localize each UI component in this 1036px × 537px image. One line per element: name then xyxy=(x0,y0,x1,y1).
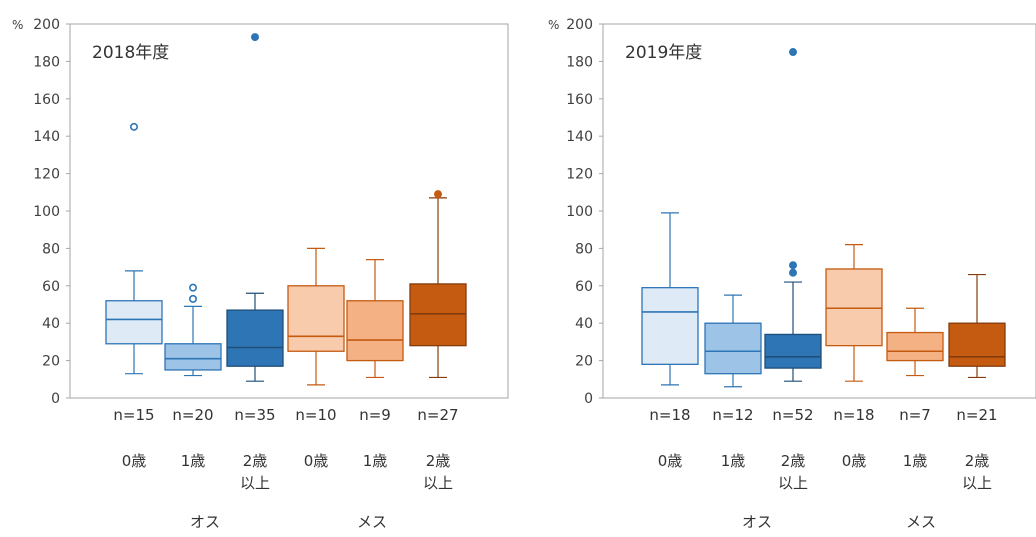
y-tick-label: 60 xyxy=(42,279,60,295)
age-label: 2歳 xyxy=(781,452,806,470)
chart-title: 2018年度 xyxy=(92,43,169,63)
age-label: 2歳 xyxy=(426,452,451,470)
y-tick-label: 40 xyxy=(575,316,593,332)
outlier-point xyxy=(433,190,442,199)
age-label: 2歳 xyxy=(965,452,990,470)
box xyxy=(287,285,345,352)
n-label: n=35 xyxy=(234,406,275,424)
age-label: 1歳 xyxy=(181,452,206,470)
n-label: n=21 xyxy=(956,406,997,424)
y-tick-label: 200 xyxy=(566,17,593,33)
boxplot-chart-2019: 0 20 40 60 80 100 120 140 160 180 200% 2019年度 n=18 0歳… xyxy=(548,17,1036,531)
box xyxy=(704,322,762,375)
box xyxy=(764,333,822,369)
y-tick-label: 180 xyxy=(33,54,60,70)
y-tick-label: 160 xyxy=(33,92,60,108)
sex-label: メス xyxy=(357,513,387,531)
outlier-point xyxy=(789,261,798,270)
sex-label: オス xyxy=(190,513,220,531)
y-tick-label: 40 xyxy=(42,316,60,332)
n-label: n=10 xyxy=(295,406,336,424)
sex-label: メス xyxy=(906,513,936,531)
age-label: 以上 xyxy=(778,474,808,492)
y-tick-label: 140 xyxy=(566,129,593,145)
age-label: 0歳 xyxy=(842,452,867,470)
chart-title: 2019年度 xyxy=(625,43,702,63)
age-label: 以上 xyxy=(240,474,270,492)
age-label: 2歳 xyxy=(243,452,268,470)
box xyxy=(641,287,699,365)
box xyxy=(825,268,883,347)
age-label: 以上 xyxy=(423,474,453,492)
n-label: n=15 xyxy=(113,406,154,424)
chart-panel-2018: 0 20 40 60 80 100 120 140 160 180 200% 2018年度 n=15 0歳… xyxy=(0,0,518,533)
age-label: 1歳 xyxy=(903,452,928,470)
y-tick-label: 140 xyxy=(33,129,60,145)
outlier-point xyxy=(789,48,798,57)
y-tick-label: 60 xyxy=(575,279,593,295)
y-tick-label: 80 xyxy=(42,241,60,257)
y-tick-label: 100 xyxy=(566,204,593,220)
age-label: 1歳 xyxy=(363,452,388,470)
chart-panel-2019: 0 20 40 60 80 100 120 140 160 180 200% 2019年度 n=18 0歳… xyxy=(536,0,1036,533)
y-tick-label: 0 xyxy=(51,391,60,407)
outlier-point xyxy=(251,33,260,42)
y-tick-label: 120 xyxy=(33,167,60,183)
y-tick-label: 160 xyxy=(566,92,593,108)
sex-label: オス xyxy=(742,513,772,531)
age-label: 0歳 xyxy=(122,452,147,470)
y-axis-label: % xyxy=(548,18,559,32)
y-tick-label: 200 xyxy=(33,17,60,33)
outlier-point xyxy=(789,268,798,277)
n-label: n=7 xyxy=(899,406,931,424)
age-label: 0歳 xyxy=(658,452,683,470)
box xyxy=(164,343,222,371)
box xyxy=(226,309,284,367)
n-label: n=20 xyxy=(172,406,213,424)
box xyxy=(948,322,1006,367)
y-axis-label: % xyxy=(12,18,23,32)
y-tick-label: 80 xyxy=(575,241,593,257)
y-tick-label: 180 xyxy=(566,54,593,70)
n-label: n=18 xyxy=(649,406,690,424)
y-tick-label: 20 xyxy=(575,354,593,370)
n-label: n=52 xyxy=(772,406,813,424)
n-label: n=18 xyxy=(833,406,874,424)
boxplot-chart-2018: 0 20 40 60 80 100 120 140 160 180 200% 2018年度 n=15 0歳… xyxy=(12,17,509,531)
box xyxy=(105,300,163,345)
age-label: 0歳 xyxy=(304,452,329,470)
outlier-point xyxy=(189,294,198,303)
outlier-point xyxy=(130,122,139,131)
box xyxy=(346,300,404,362)
y-tick-label: 0 xyxy=(584,391,593,407)
age-label: 1歳 xyxy=(721,452,746,470)
age-label: 以上 xyxy=(962,474,992,492)
y-tick-label: 20 xyxy=(42,354,60,370)
n-label: n=27 xyxy=(417,406,458,424)
y-tick-label: 120 xyxy=(566,167,593,183)
n-label: n=9 xyxy=(359,406,391,424)
y-tick-label: 100 xyxy=(33,204,60,220)
box xyxy=(409,283,467,347)
n-label: n=12 xyxy=(712,406,753,424)
box xyxy=(886,331,944,362)
outlier-point xyxy=(189,283,198,292)
